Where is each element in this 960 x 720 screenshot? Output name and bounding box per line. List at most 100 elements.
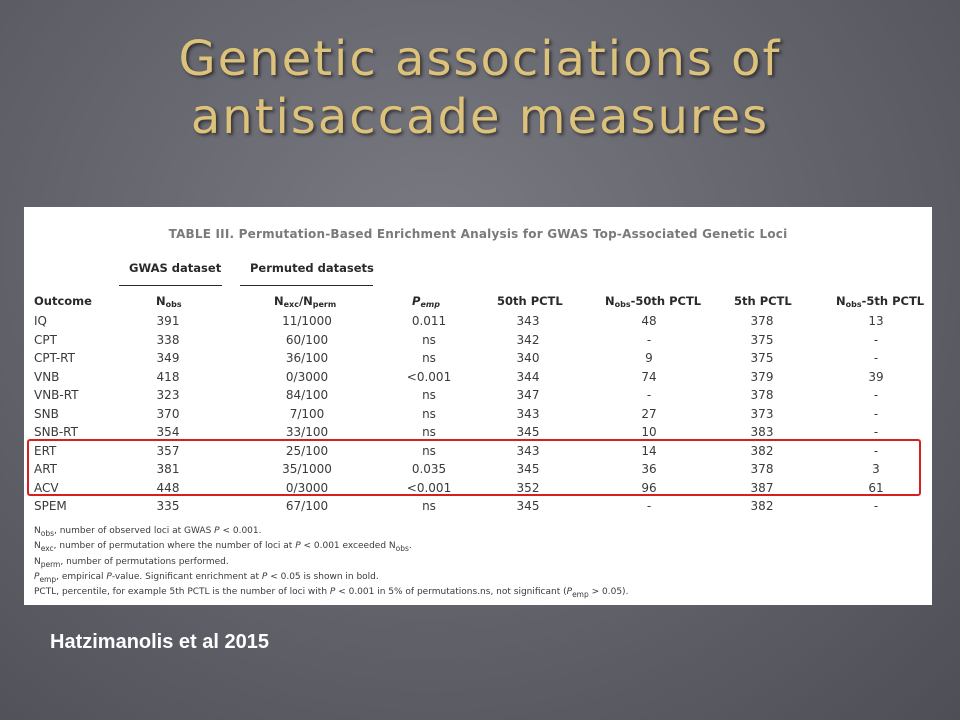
cell-outcome: ERT <box>34 443 57 458</box>
header-pemp: Pemp <box>412 294 440 309</box>
cell-50th-pctl: 342 <box>516 332 540 347</box>
cell-5th-pctl: 378 <box>750 388 774 402</box>
cell-5th-pctl: 387 <box>750 480 774 495</box>
cell-nobs: 354 <box>156 425 180 439</box>
cell-nexc-nperm: 25/100 <box>285 443 329 458</box>
cell-5th-pctl: 378 <box>750 314 774 328</box>
cell-nobs-50th-pctl: - <box>646 332 652 347</box>
header-nobs: Nobs <box>156 294 182 309</box>
footnote-nobs: Nobs, number of observed loci at GWAS P … <box>34 526 262 538</box>
cell-50th-pctl: 352 <box>516 480 540 495</box>
cell-nobs-5th-pctl: - <box>873 406 879 421</box>
table-row: IQ 391 11/1000 0.011 343 48 378 13 <box>24 313 932 332</box>
table-row: VNB 418 0/3000 <0.001 344 74 379 39 <box>24 369 932 388</box>
cell-nobs-5th-pctl: - <box>873 443 879 458</box>
header-5th-pctl: 5th PCTL <box>734 294 792 308</box>
header-nobs-5th-pctl: Nobs-5th PCTL <box>836 294 925 309</box>
cell-nobs-5th-pctl: - <box>873 332 879 347</box>
cell-nobs-5th-pctl: 13 <box>868 314 884 328</box>
header-nexc-nperm: Nexc/Nperm <box>274 294 337 309</box>
cell-nobs-50th-pctl: - <box>646 388 652 402</box>
cell-outcome: CPT-RT <box>34 351 75 365</box>
cell-nobs-5th-pctl: 39 <box>868 369 884 384</box>
cell-5th-pctl: 375 <box>750 332 774 347</box>
cell-50th-pctl: 343 <box>516 314 540 328</box>
cell-5th-pctl: 382 <box>750 443 774 458</box>
cell-outcome: SPEM <box>34 499 67 513</box>
table-row: CPT-RT 349 36/100 ns 340 9 375 - <box>24 350 932 369</box>
cell-pemp: ns <box>422 388 436 402</box>
cell-outcome: ACV <box>34 480 59 495</box>
cell-nexc-nperm: 33/100 <box>285 425 329 439</box>
cell-nobs-5th-pctl: - <box>873 499 879 513</box>
cell-pemp: <0.001 <box>406 369 452 384</box>
cell-pemp: 0.035 <box>411 462 447 476</box>
cell-50th-pctl: 345 <box>516 499 540 513</box>
cell-pemp: 0.011 <box>411 314 447 328</box>
highlight-box <box>27 439 921 496</box>
cell-outcome: IQ <box>34 314 47 328</box>
cell-nobs-5th-pctl: - <box>873 388 879 402</box>
cell-outcome: SNB-RT <box>34 425 78 439</box>
cell-5th-pctl: 383 <box>750 425 774 439</box>
table-row: ACV 448 0/3000 <0.001 352 96 387 61 <box>24 480 932 499</box>
cell-5th-pctl: 382 <box>750 499 774 513</box>
cell-50th-pctl: 345 <box>516 425 540 439</box>
group-rule-permuted <box>240 285 373 286</box>
table-body: IQ 391 11/1000 0.011 343 48 378 13 CPT 338 60/100 n… <box>24 313 932 517</box>
cell-5th-pctl: 378 <box>750 462 774 476</box>
cell-nobs-5th-pctl: - <box>873 425 879 439</box>
table-caption: TABLE III. Permutation-Based Enrichment … <box>168 227 788 241</box>
table-row: ART 381 35/1000 0.035 345 36 378 3 <box>24 461 932 480</box>
cell-nobs: 349 <box>156 351 180 365</box>
table-row: SNB 370 7/100 ns 343 27 373 - <box>24 406 932 425</box>
cell-pemp: ns <box>422 406 436 421</box>
group-label-gwas: GWAS dataset <box>129 261 222 275</box>
cell-outcome: SNB <box>34 406 59 421</box>
cell-5th-pctl: 373 <box>750 406 774 421</box>
cell-nobs-5th-pctl: 3 <box>872 462 880 476</box>
cell-5th-pctl: 379 <box>750 369 774 384</box>
cell-nobs-50th-pctl: 96 <box>641 480 657 495</box>
cell-nobs-50th-pctl: 27 <box>641 406 657 421</box>
cell-50th-pctl: 343 <box>516 443 540 458</box>
cell-50th-pctl: 340 <box>516 351 540 365</box>
cell-nexc-nperm: 35/1000 <box>282 462 332 476</box>
cell-nexc-nperm: 67/100 <box>285 499 329 513</box>
header-nobs-50th-pctl: Nobs-50th PCTL <box>605 294 702 309</box>
cell-50th-pctl: 344 <box>516 369 540 384</box>
citation: Hatzimanolis et al 2015 <box>50 631 269 653</box>
cell-nobs-50th-pctl: 36 <box>641 462 657 476</box>
cell-nobs: 335 <box>156 499 180 513</box>
cell-pemp: ns <box>422 499 436 513</box>
cell-nexc-nperm: 7/100 <box>289 406 325 421</box>
cell-nexc-nperm: 0/3000 <box>285 369 329 384</box>
table-row: ERT 357 25/100 ns 343 14 382 - <box>24 443 932 462</box>
cell-nexc-nperm: 0/3000 <box>285 480 329 495</box>
cell-50th-pctl: 343 <box>516 406 540 421</box>
footnote-pemp: Pemp, empirical P-value. Significant enr… <box>34 571 379 584</box>
cell-50th-pctl: 347 <box>516 388 540 402</box>
cell-pemp: ns <box>422 425 436 439</box>
group-rule-gwas <box>119 285 222 286</box>
cell-nobs-50th-pctl: 74 <box>641 369 657 384</box>
cell-50th-pctl: 345 <box>516 462 540 476</box>
cell-nobs: 418 <box>156 369 180 384</box>
table-footnotes: Nobs, number of observed loci at GWAS P … <box>34 525 924 601</box>
cell-nobs-50th-pctl: 14 <box>641 443 657 458</box>
table-row: CPT 338 60/100 ns 342 - 375 - <box>24 332 932 351</box>
cell-nobs: 357 <box>156 443 180 458</box>
cell-5th-pctl: 375 <box>750 351 774 365</box>
cell-pemp: ns <box>422 351 436 365</box>
cell-nexc-nperm: 60/100 <box>285 332 329 347</box>
cell-nobs-50th-pctl: 9 <box>645 351 653 365</box>
cell-outcome: VNB-RT <box>34 388 79 402</box>
slide-title-line2: antisaccade measures <box>190 89 770 145</box>
cell-nobs: 323 <box>156 388 180 402</box>
slide-title: Genetic associations of antisaccade meas… <box>0 30 960 146</box>
cell-pemp: ns <box>422 332 436 347</box>
footnote-pctl: PCTL, percentile, for example 5th PCTL i… <box>34 587 629 599</box>
footnote-nperm: Nperm, number of permutations performed. <box>34 556 229 569</box>
cell-nobs: 448 <box>156 480 180 495</box>
cell-nobs-5th-pctl: 61 <box>868 480 884 495</box>
